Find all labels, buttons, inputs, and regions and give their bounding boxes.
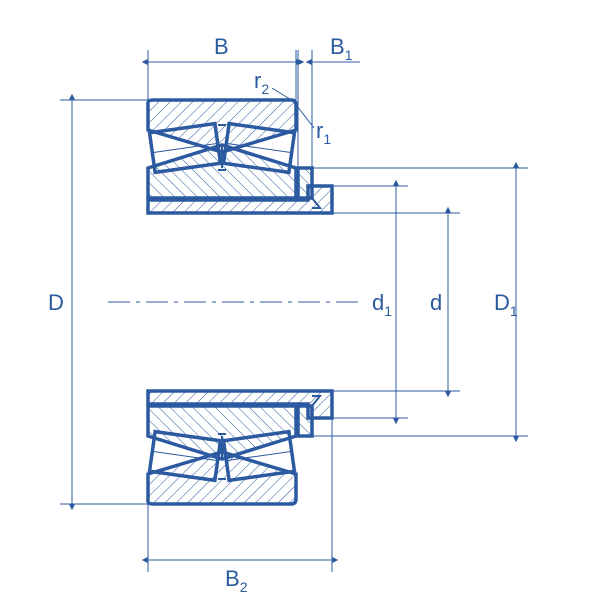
label-D: D <box>48 290 64 315</box>
dim-D <box>60 100 148 504</box>
label-d1: d1 <box>372 290 392 319</box>
label-B1: B1 <box>330 34 353 63</box>
label-d: d <box>430 290 442 315</box>
label-r1: r1 <box>316 118 331 147</box>
label-B2: B2 <box>225 566 248 595</box>
label-B: B <box>214 34 229 59</box>
bearing-cross-section-diagram: B B1 B2 D d1 d D1 r1 r2 <box>0 0 600 600</box>
label-r2: r2 <box>254 68 269 97</box>
label-D1: D1 <box>494 290 518 319</box>
